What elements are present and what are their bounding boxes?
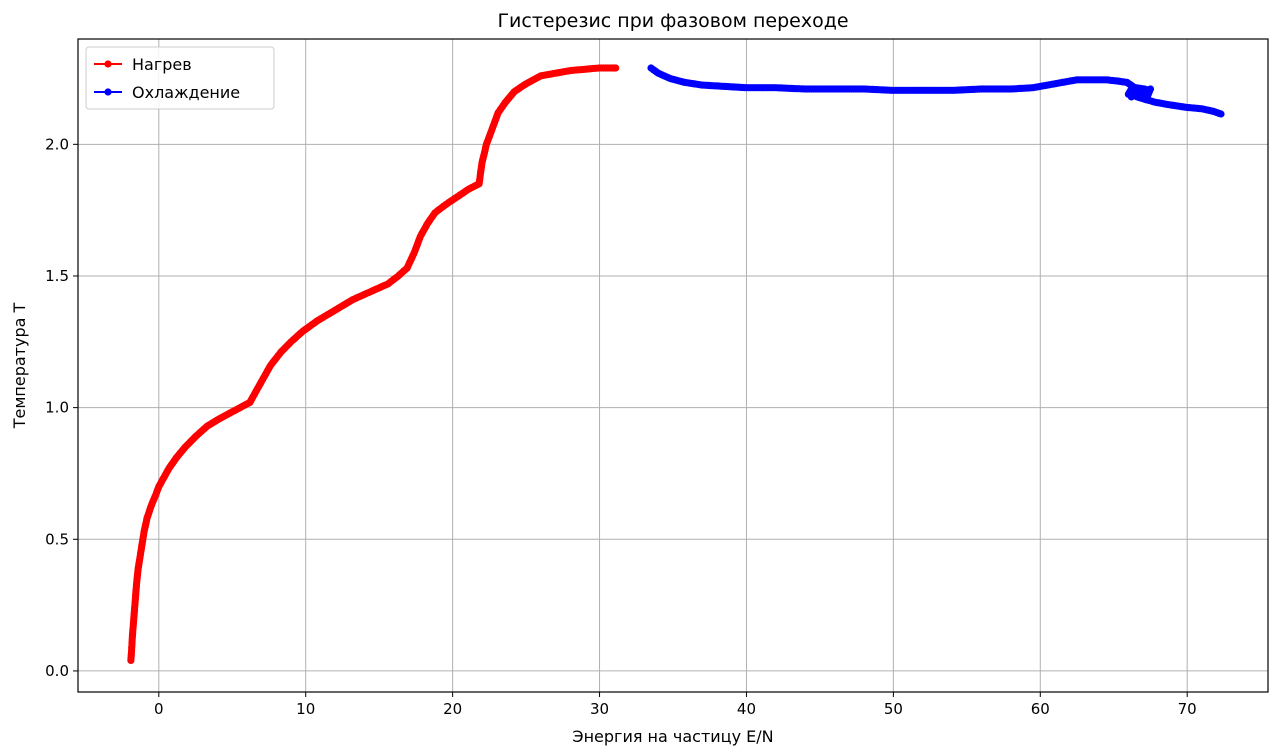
legend-marker (104, 88, 112, 96)
axis-ticks: 0 10 20 30 40 50 60 70 0.0 0.5 1.0 1.5 2.0 (45, 135, 1197, 718)
x-tick-label: 30 (590, 700, 609, 718)
series-2 (647, 64, 1225, 118)
y-tick-label: 1.5 (45, 267, 69, 285)
x-tick-label: 50 (884, 700, 903, 718)
series-marker (612, 64, 620, 72)
legend: Нагрев Охлаждение (85, 46, 275, 110)
x-tick-label: 60 (1031, 700, 1050, 718)
plot-frame (77, 38, 1269, 693)
x-tick-label: 0 (154, 700, 164, 718)
y-tick-label: 0.5 (45, 530, 69, 548)
x-tick-label: 20 (443, 700, 462, 718)
legend-marker (104, 60, 112, 68)
grid-lines (78, 39, 1268, 692)
x-tick-label: 40 (737, 700, 756, 718)
legend-entry-label: Нагрев (132, 55, 192, 74)
y-tick-label: 2.0 (45, 135, 69, 153)
legend-entry-label: Охлаждение (132, 83, 240, 102)
x-tick-label: 10 (296, 700, 315, 718)
y-axis-label: Температура T (10, 302, 29, 429)
y-tick-label: 0.0 (45, 662, 69, 680)
x-tick-label: 70 (1178, 700, 1197, 718)
x-axis-label: Энергия на частицу E/N (572, 727, 773, 746)
series-1 (127, 64, 620, 665)
legend-box (85, 46, 275, 110)
series-group (127, 64, 1225, 665)
y-tick-label: 1.0 (45, 399, 69, 417)
chart-title: Гистерезис при фазовом переходе (497, 10, 848, 32)
series-marker (1217, 110, 1225, 118)
